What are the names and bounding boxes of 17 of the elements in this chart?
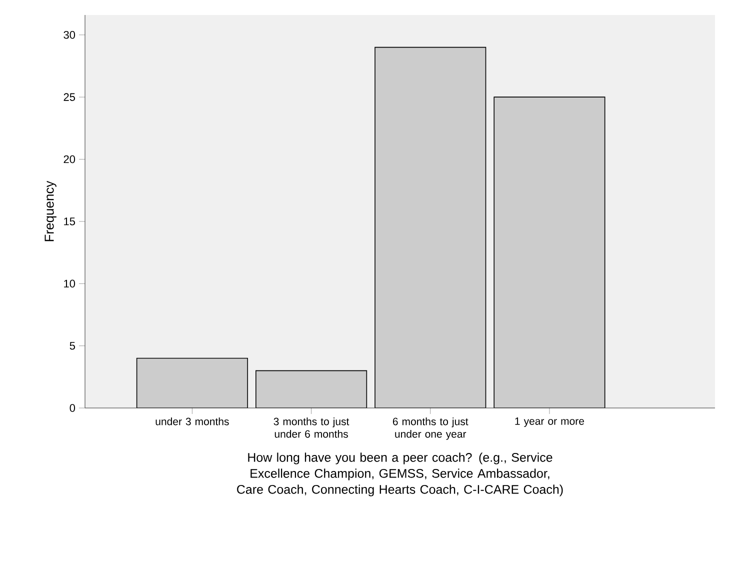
y-tick-label: 15 xyxy=(64,218,76,226)
x-axis-title: How long have you been a peer coach? (e.g., Service Excellence Champion, GEMSS, Service Ambassador, Care Coach, Connecting Hearts Coach, C-I-CARE Coach) xyxy=(237,452,563,496)
bar xyxy=(136,358,248,408)
y-tick-label: 30 xyxy=(64,30,76,39)
bar xyxy=(494,96,606,408)
y-tick-label: 25 xyxy=(64,93,76,101)
y-tick-label: 0 xyxy=(70,404,76,412)
y-tick-label: 20 xyxy=(64,155,76,164)
x-tick-label: 1 year or more xyxy=(515,418,584,427)
x-tick-label: 3 months to just under 6 months xyxy=(274,418,350,438)
y-tick-label: 5 xyxy=(70,342,76,350)
y-axis-title: Frequency xyxy=(44,180,56,242)
y-tick-label: 10 xyxy=(64,280,76,288)
x-tick-label: 6 months to just under one year xyxy=(392,418,468,440)
bar xyxy=(374,46,486,408)
x-tick-label: under 3 months xyxy=(156,418,229,426)
bar xyxy=(256,370,368,408)
